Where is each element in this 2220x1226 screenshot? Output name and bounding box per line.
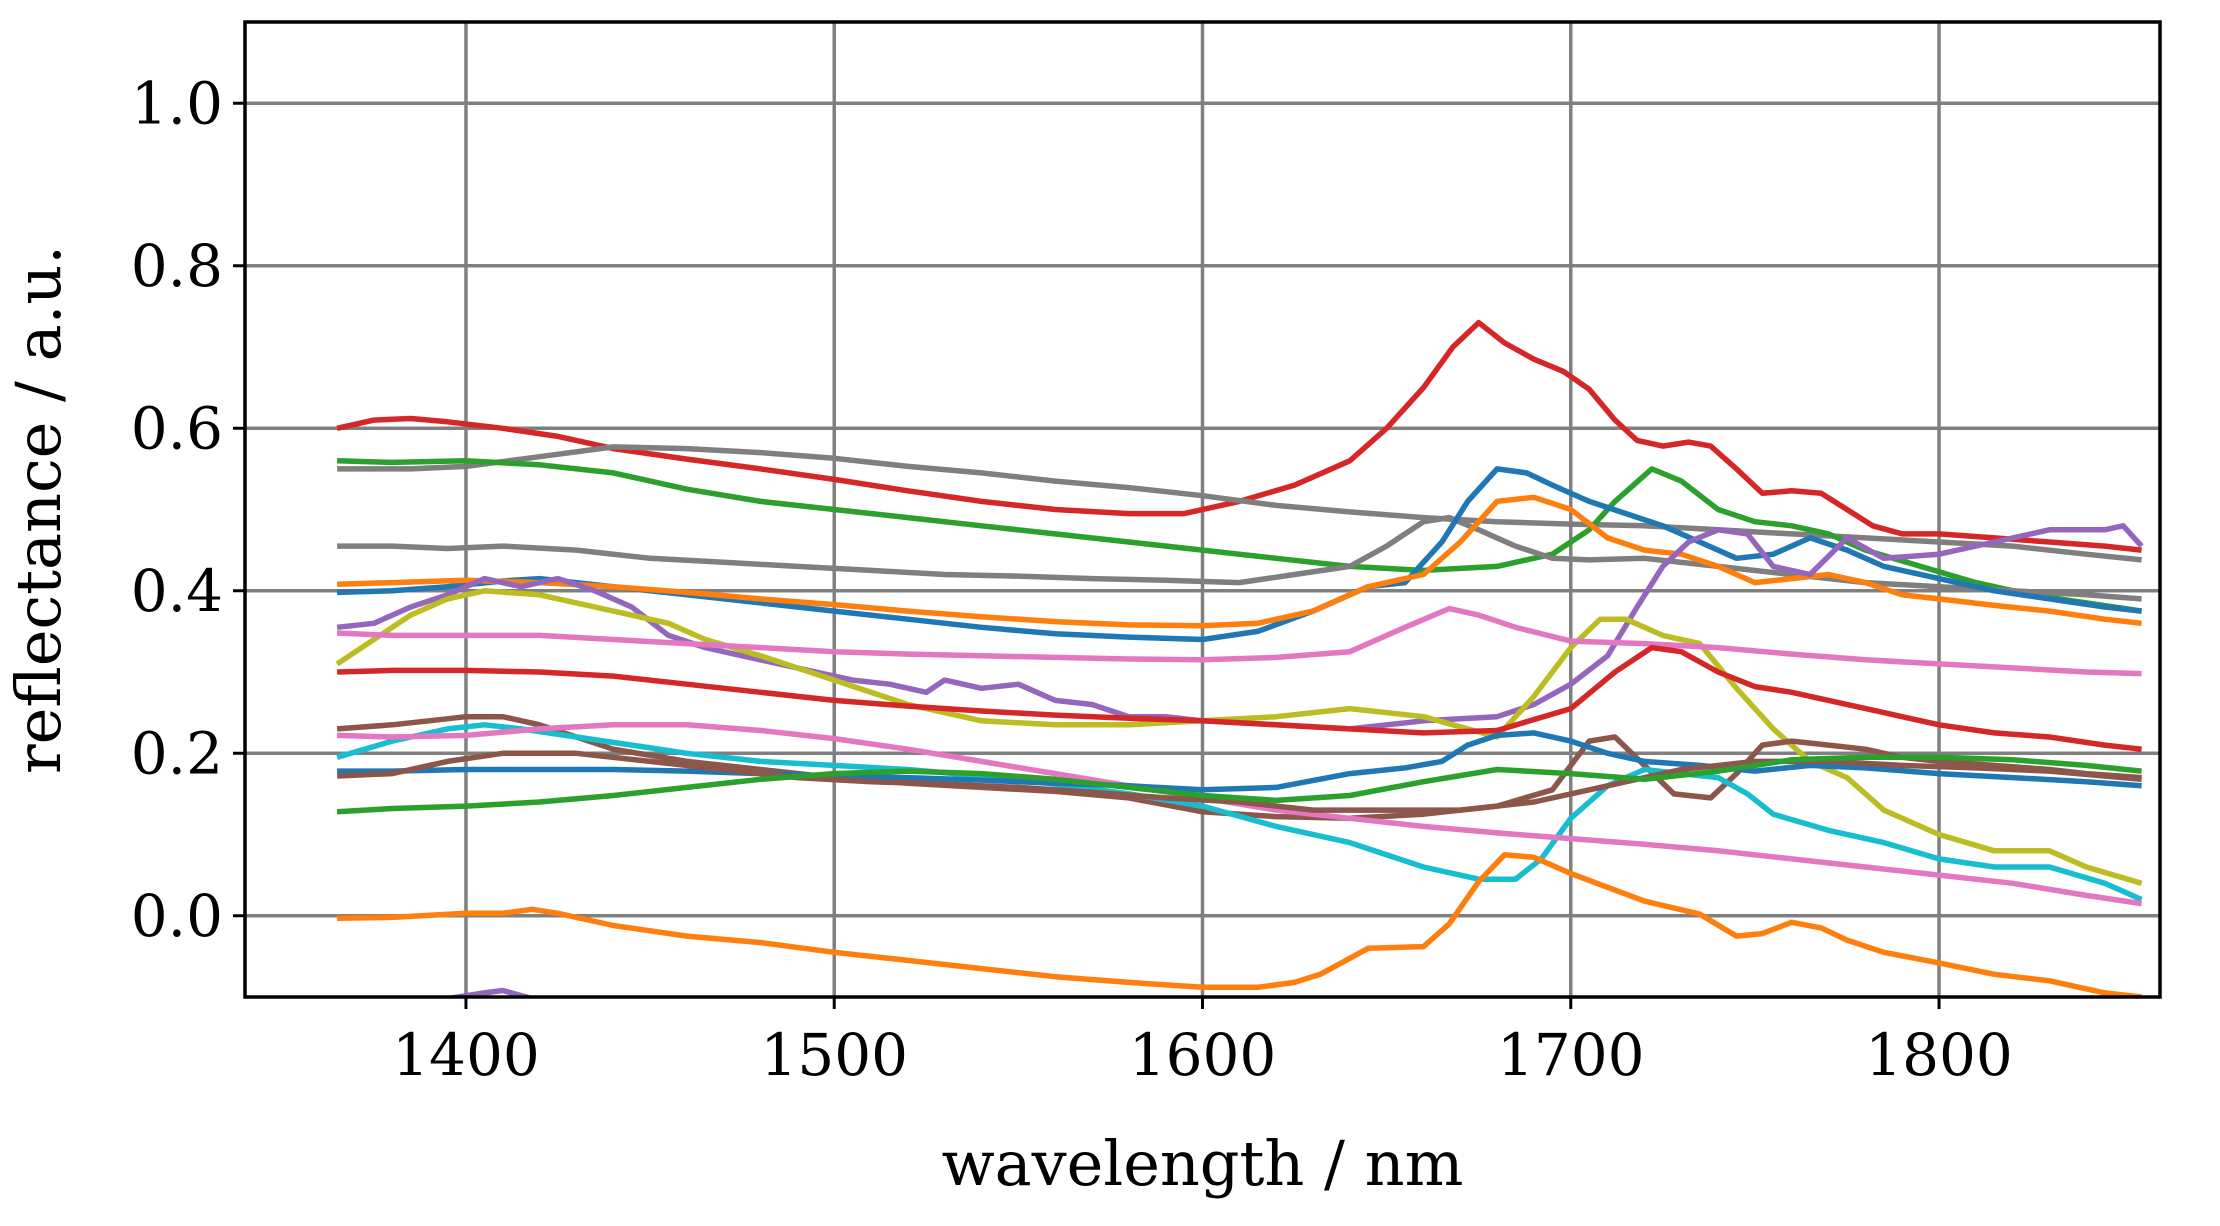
y-tick-label: 0.8 bbox=[131, 232, 223, 300]
series-line-1 bbox=[336, 319, 2142, 553]
series-line-10 bbox=[337, 644, 2142, 752]
x-tick-label: 1800 bbox=[1865, 1021, 2013, 1089]
series-line-4 bbox=[337, 514, 2142, 602]
series-group bbox=[335, 319, 2144, 997]
y-tick-label: 1.0 bbox=[131, 69, 223, 137]
y-tick-label: 0.4 bbox=[131, 557, 223, 625]
series-line-18 bbox=[373, 987, 534, 997]
x-tick-label: 1400 bbox=[392, 1021, 540, 1089]
series-line-17 bbox=[337, 852, 2142, 997]
x-tick-label: 1600 bbox=[1129, 1021, 1277, 1089]
series-line-2 bbox=[337, 444, 2142, 563]
ticks: 1400 1500 1600 1700 1800 0.0 0.2 0.4 0.6 0.8 1.0 bbox=[131, 69, 2013, 1089]
series-line-15 bbox=[336, 750, 2142, 813]
series-line-8 bbox=[335, 588, 2143, 886]
series-line-6 bbox=[337, 494, 2142, 629]
x-tick-label: 1700 bbox=[1497, 1021, 1645, 1089]
series-line-16 bbox=[336, 754, 2142, 815]
series-line-12 bbox=[336, 722, 2143, 903]
y-tick-label: 0.2 bbox=[131, 719, 223, 787]
series-line-14 bbox=[337, 730, 2142, 793]
series-line-7 bbox=[336, 523, 2144, 732]
y-axis-label: reflectance / a.u. bbox=[2, 245, 75, 774]
x-axis-label: wavelength / nm bbox=[942, 1127, 1464, 1200]
x-tick-label: 1500 bbox=[760, 1021, 908, 1089]
y-tick-label: 0.6 bbox=[131, 394, 223, 462]
series-line-9 bbox=[336, 605, 2142, 677]
y-tick-label: 0.0 bbox=[131, 882, 223, 950]
